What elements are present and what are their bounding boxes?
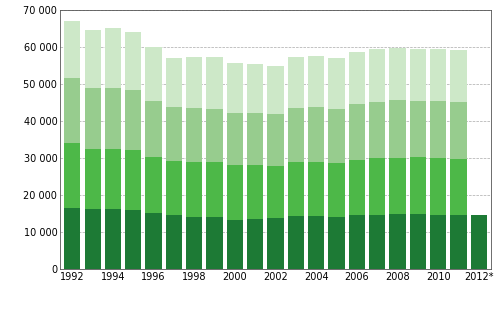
Bar: [308, 162, 324, 216]
Bar: [328, 58, 345, 109]
Bar: [410, 157, 426, 214]
Bar: [186, 162, 202, 217]
Bar: [166, 215, 182, 269]
Bar: [288, 216, 304, 269]
Bar: [450, 159, 466, 215]
Bar: [125, 90, 141, 150]
Bar: [145, 47, 162, 101]
Bar: [85, 209, 101, 269]
Bar: [288, 57, 304, 108]
Bar: [227, 165, 243, 220]
Bar: [247, 219, 264, 269]
Bar: [64, 143, 81, 208]
Bar: [268, 66, 284, 114]
Bar: [430, 49, 446, 101]
Bar: [125, 32, 141, 90]
Bar: [369, 50, 385, 102]
Bar: [450, 102, 466, 159]
Bar: [105, 88, 121, 149]
Bar: [328, 109, 345, 163]
Bar: [410, 49, 426, 101]
Bar: [450, 215, 466, 269]
Bar: [85, 30, 101, 88]
Bar: [450, 50, 466, 102]
Bar: [288, 108, 304, 162]
Bar: [145, 214, 162, 269]
Bar: [145, 100, 162, 157]
Bar: [308, 107, 324, 162]
Bar: [105, 28, 121, 88]
Bar: [389, 157, 406, 214]
Bar: [64, 208, 81, 269]
Bar: [328, 163, 345, 217]
Bar: [430, 215, 446, 269]
Bar: [410, 214, 426, 269]
Bar: [125, 210, 141, 269]
Bar: [105, 149, 121, 209]
Bar: [166, 107, 182, 161]
Bar: [410, 100, 426, 157]
Bar: [227, 113, 243, 165]
Bar: [85, 149, 101, 209]
Bar: [247, 165, 264, 219]
Bar: [247, 113, 264, 165]
Bar: [349, 215, 365, 269]
Bar: [85, 88, 101, 149]
Bar: [227, 220, 243, 269]
Bar: [369, 102, 385, 158]
Bar: [206, 57, 223, 109]
Bar: [349, 160, 365, 215]
Bar: [227, 63, 243, 113]
Bar: [186, 108, 202, 162]
Bar: [389, 100, 406, 157]
Bar: [349, 104, 365, 160]
Bar: [389, 48, 406, 100]
Bar: [206, 109, 223, 162]
Bar: [268, 166, 284, 218]
Bar: [349, 52, 365, 104]
Bar: [125, 150, 141, 210]
Bar: [206, 162, 223, 217]
Bar: [64, 21, 81, 78]
Bar: [166, 161, 182, 215]
Bar: [389, 214, 406, 269]
Bar: [308, 56, 324, 107]
Bar: [268, 114, 284, 166]
Bar: [186, 217, 202, 269]
Bar: [369, 158, 385, 215]
Bar: [166, 58, 182, 107]
Bar: [430, 158, 446, 215]
Bar: [206, 217, 223, 269]
Bar: [470, 215, 487, 269]
Bar: [64, 78, 81, 143]
Bar: [105, 209, 121, 269]
Bar: [430, 101, 446, 158]
Bar: [268, 218, 284, 269]
Bar: [186, 57, 202, 108]
Bar: [288, 162, 304, 216]
Bar: [328, 217, 345, 269]
Bar: [247, 64, 264, 113]
Bar: [369, 215, 385, 269]
Bar: [308, 216, 324, 269]
Bar: [145, 157, 162, 214]
